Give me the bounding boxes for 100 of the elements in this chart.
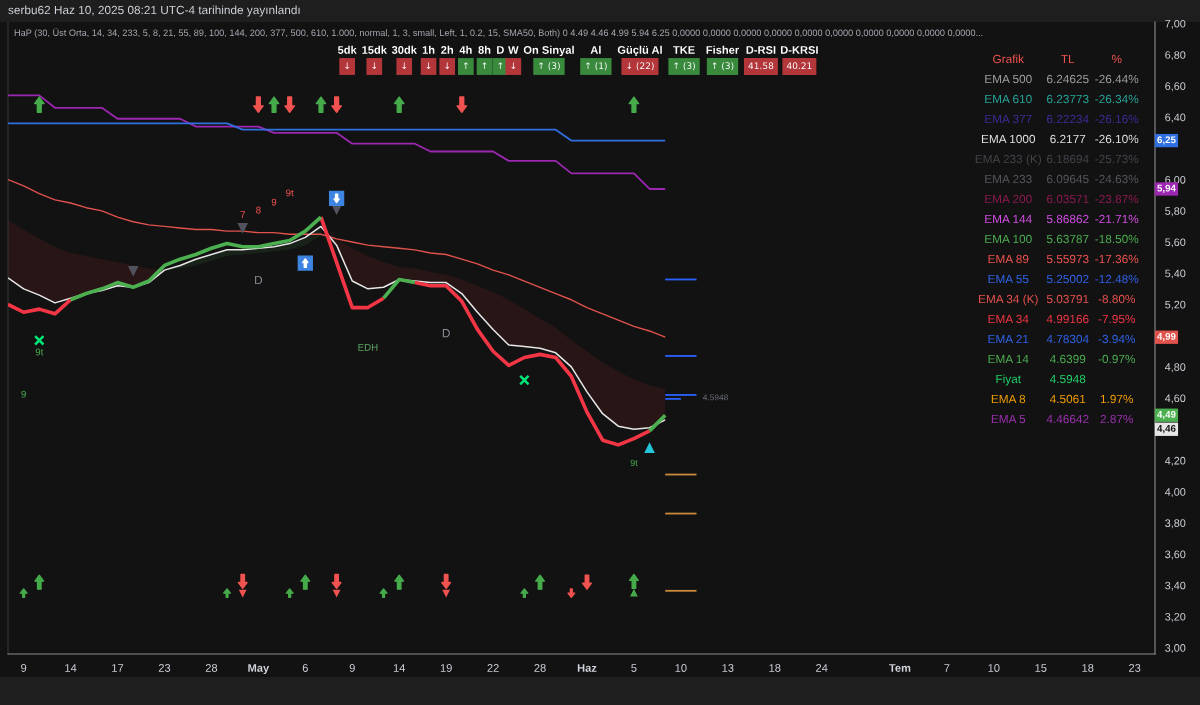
category-label: EMA 233 [985, 174, 1032, 184]
y-tick-label: 4,60 [1164, 394, 1186, 404]
y-tick-label: 6,80 [1165, 51, 1186, 61]
category-label: EMA 89 [988, 254, 1029, 264]
x-tick-label: 9 [21, 664, 27, 672]
x-tick-label: 17 [112, 664, 124, 672]
data-label: 5.03791 [1046, 294, 1089, 304]
y-tick-label: 3,20 [1165, 612, 1186, 622]
data-label: -17.36% [1095, 254, 1139, 264]
annotation: EDH [358, 343, 378, 351]
text: 4,46 [1157, 424, 1176, 434]
x-tick-label: 10 [675, 664, 687, 672]
text: ↑ [463, 62, 468, 69]
category-label: EMA 55 [988, 274, 1029, 284]
category-label: 1h [422, 45, 435, 54]
text: ↑ [482, 62, 487, 69]
data-label: 4.99166 [1046, 314, 1089, 324]
annotation: 7 [240, 211, 245, 219]
x-tick-label: 18 [769, 664, 781, 672]
x-tick-label: 15 [1035, 664, 1047, 672]
category-label: EMA 100 [985, 234, 1032, 244]
category-label: EMA 377 [985, 114, 1032, 124]
category-label: EMA 500 [985, 74, 1032, 84]
chart-title: serbu62 Haz 10, 2025 08:21 UTC-4 tarihinde yayınlandı [8, 5, 300, 17]
text: ↓ (22) [627, 62, 654, 71]
y-tick-label: 3,40 [1165, 581, 1186, 591]
annotation: 8 [256, 206, 261, 214]
x-tick-label: 28 [534, 664, 546, 672]
x-tick-label: 18 [1082, 664, 1094, 672]
data-label: 5.25002 [1046, 274, 1089, 284]
text: % [1111, 54, 1122, 64]
category-label: D [497, 46, 504, 54]
y-tick-label: 5,20 [1165, 300, 1186, 310]
text: Grafik [993, 54, 1025, 64]
data-label: -3.94% [1098, 334, 1136, 344]
data-label: 5.86862 [1046, 214, 1089, 224]
x-tick-label: Haz [577, 664, 597, 672]
data-label: 4.5948 [1049, 374, 1086, 384]
category-label: EMA 1000 [981, 134, 1036, 144]
x-tick-label: 24 [816, 664, 828, 672]
y-tick-label: 3,60 [1165, 550, 1186, 560]
text: ↑ (3) [674, 62, 695, 71]
y-tick-label: 5,60 [1165, 238, 1186, 248]
data-label: 4.46642 [1046, 414, 1089, 424]
annotation: 9t [35, 348, 44, 356]
data-label: -25.73% [1095, 154, 1139, 164]
x-tick-label: 7 [944, 664, 950, 672]
text: ↓ [426, 62, 431, 70]
text: ↓ [511, 62, 516, 70]
y-tick-label: 6,60 [1165, 82, 1186, 92]
text: 4,49 [1157, 410, 1176, 420]
line-series [8, 94, 667, 190]
data-label: 4.5061 [1049, 394, 1086, 404]
category-label: EMA 21 [988, 334, 1029, 344]
text: 4,99 [1157, 332, 1176, 342]
text: ↓ [345, 62, 350, 70]
text: 41.58 [748, 62, 774, 70]
x-tick-label: May [248, 664, 270, 675]
x-tick-label: 6 [302, 664, 308, 672]
y-tick-label: 4,20 [1164, 456, 1186, 466]
text: ↑ (3) [712, 62, 734, 71]
data-label: -8.80% [1098, 294, 1136, 304]
x-tick-label: 13 [722, 664, 734, 672]
data-label: -26.10% [1095, 134, 1139, 144]
category-label: Güçlü Al [617, 45, 662, 57]
y-tick-label: 5,80 [1165, 207, 1186, 217]
data-label: -0.97% [1098, 354, 1136, 364]
annotation: 9 [271, 198, 277, 206]
text: ↑ (3) [539, 62, 560, 71]
data-label: -12.48% [1095, 274, 1139, 284]
x-tick-label: 9 [349, 664, 355, 672]
text: 40.21 [786, 62, 812, 70]
text: ↑ [498, 62, 503, 69]
annotation: D [255, 275, 263, 285]
category-label: D-KRSI [780, 46, 818, 54]
x-tick-label: Tem [889, 664, 911, 672]
data-label: 6.2177 [1050, 134, 1086, 144]
x-tick-label: 5 [631, 664, 637, 672]
x-tick-label: 23 [1129, 664, 1141, 672]
x-tick-label: 22 [487, 664, 499, 672]
data-label: 6.24625 [1047, 74, 1089, 84]
category-label: 5dk [337, 45, 357, 54]
text: ↑ (1) [586, 62, 607, 71]
data-label: 4.6399 [1049, 354, 1086, 364]
category-label: EMA 610 [985, 94, 1032, 104]
data-label: -21.71% [1095, 214, 1139, 224]
y-tick-label: 3,80 [1165, 519, 1186, 529]
annotation: D [442, 329, 450, 338]
data-label: 6.23773 [1047, 94, 1089, 104]
text: 6,25 [1157, 136, 1176, 145]
data-label: -24.63% [1095, 174, 1139, 184]
category-label: Fiyat [996, 374, 1021, 386]
data-label: -7.95% [1098, 314, 1136, 324]
x-tick-label: 10 [988, 664, 1000, 672]
y-tick-label: 4,00 [1164, 488, 1186, 498]
category-label: EMA 8 [991, 394, 1026, 404]
x-tick-label: 19 [440, 664, 452, 672]
data-label: 6.03571 [1047, 194, 1089, 204]
data-label: 5.55973 [1046, 254, 1089, 264]
y-tick-label: 5,40 [1165, 269, 1186, 279]
